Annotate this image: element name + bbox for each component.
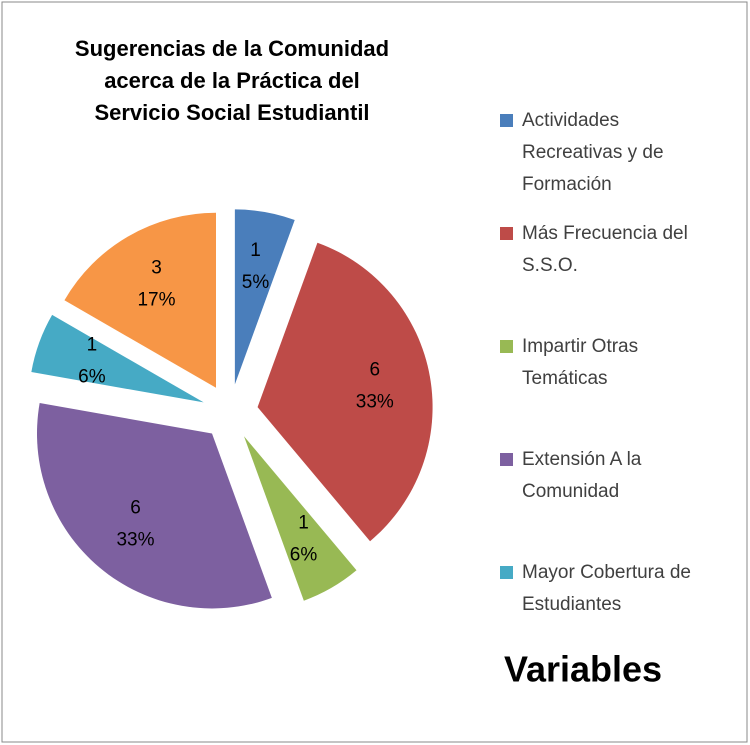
data-label-percent: 6%: [78, 367, 106, 388]
pie-slice: [257, 242, 433, 542]
data-label-value: 3: [151, 258, 162, 279]
data-label-percent: 33%: [116, 530, 154, 551]
legend-swatch: [500, 453, 513, 466]
pie-slice: [64, 212, 216, 388]
legend-swatch: [500, 227, 513, 240]
pie-slice: [37, 403, 272, 609]
data-label-value: 1: [87, 335, 98, 356]
data-label-percent: 5%: [242, 272, 270, 293]
data-label-value: 1: [250, 240, 261, 261]
legend-label: Impartir Otras Temáticas: [522, 336, 638, 389]
legend-swatch: [500, 114, 513, 127]
legend-swatch: [500, 566, 513, 579]
pie-slice: [244, 436, 357, 601]
legend-label: Extensión A la Comunidad: [522, 449, 642, 502]
legend-label: Actividades Recreativas y de Formación: [522, 110, 664, 195]
data-label-value: 6: [369, 359, 380, 380]
data-label-percent: 17%: [137, 290, 175, 311]
pie-slice: [31, 314, 204, 403]
data-label-value: 6: [130, 498, 141, 519]
legend-swatch: [500, 340, 513, 353]
legend-label: Más Frecuencia del S.S.O.: [522, 223, 688, 276]
chart-title: Sugerencias de la Comunidad acerca de la …: [75, 36, 389, 125]
data-label-percent: 33%: [356, 391, 394, 412]
pie-slice: [234, 209, 295, 385]
data-label-value: 1: [298, 512, 309, 533]
data-label-percent: 6%: [290, 544, 318, 565]
legend-title: Variables: [504, 649, 662, 690]
legend-label: Mayor Cobertura de Estudiantes: [522, 562, 691, 615]
